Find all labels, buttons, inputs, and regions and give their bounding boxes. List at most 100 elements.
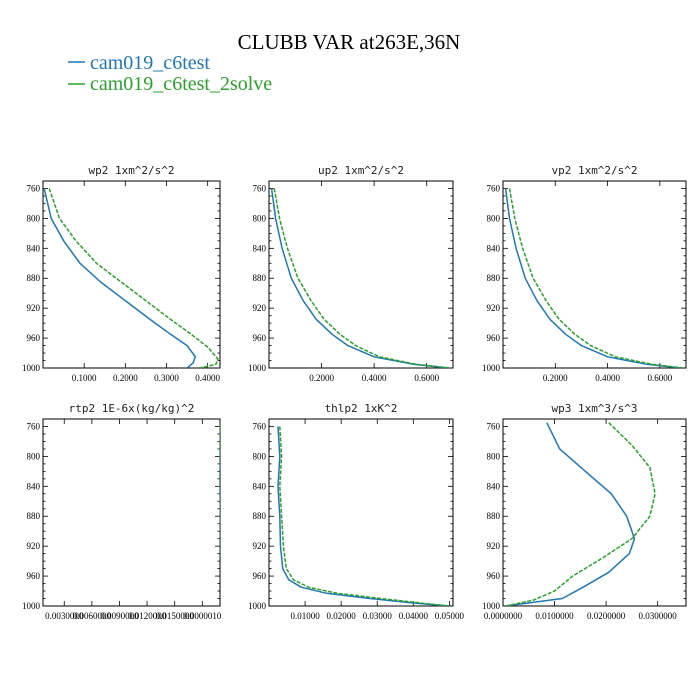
series-line-1 [270, 188, 448, 368]
y-tick-label: 960 [487, 571, 501, 581]
y-tick-label: 800 [27, 213, 41, 223]
x-tick-label: 0.4000 [595, 373, 620, 383]
panel-title: wp2 1xm^2/s^2 [88, 164, 174, 177]
x-tick-label: 0.6000 [647, 373, 672, 383]
y-tick-label: 920 [27, 303, 41, 313]
legend-label-2: cam019_c6test_2solve [90, 73, 272, 95]
y-tick-label: 840 [27, 481, 41, 491]
y-tick-label: 800 [253, 213, 267, 223]
x-tick-label: 0.4000 [362, 373, 387, 383]
y-tick-label: 1000 [248, 601, 267, 611]
panel-title: rtp2 1E-6x(kg/kg)^2 [69, 402, 195, 415]
y-tick-label: 840 [487, 481, 501, 491]
series-line-2 [505, 422, 656, 606]
panel-4: rtp2 1E-6x(kg/kg)^2 760 800 840 880 920 960 100… [22, 402, 222, 621]
x-tick-label: 0.01000 [290, 611, 320, 621]
y-tick-label: 840 [487, 243, 501, 253]
y-tick-label: 960 [253, 571, 267, 581]
panel-5: thlp2 1xK^2 760 800 840 880 920 960 1000 0.01000… [248, 402, 465, 621]
y-tick-label: 880 [487, 273, 501, 283]
series-line-2 [508, 188, 684, 368]
x-tick-label: 0.1000 [72, 373, 97, 383]
x-tick-label: 0.2000 [309, 373, 334, 383]
y-tick-label: 1000 [22, 601, 41, 611]
panel-6: wp3 1xm^3/s^3 760 800 840 880 920 960 10000.000… [482, 402, 687, 621]
panel-3: vp2 1xm^2/s^2 760 800 840 880 920 960 1000 0.200… [482, 164, 687, 383]
y-tick-label: 800 [487, 213, 501, 223]
x-tick-label: 0.0090000 [100, 611, 139, 621]
y-tick-label: 760 [253, 183, 267, 193]
panel-1: wp2 1xm^2/s^2 760 800 840 880 920 960 1000 0.100… [22, 164, 221, 383]
figure-title: CLUBB VAR at263E,36N [238, 30, 461, 54]
plot-frame [502, 418, 687, 607]
series-line-2 [48, 188, 219, 368]
y-tick-label: 760 [253, 421, 267, 431]
y-tick-label: 760 [27, 421, 41, 431]
plot-frame [42, 180, 221, 369]
series-line-2 [273, 188, 451, 368]
panel-title: up2 1xm^2/s^2 [318, 164, 404, 177]
plot-frame [268, 418, 454, 607]
y-tick-label: 760 [487, 421, 501, 431]
y-tick-label: 1000 [482, 601, 501, 611]
plot-frame [268, 180, 454, 369]
legend: cam019_c6test cam019_c6test_2solve [68, 52, 272, 95]
x-tick-label: 0.2000 [113, 373, 138, 383]
y-tick-label: 840 [253, 481, 267, 491]
y-tick-label: 920 [487, 303, 501, 313]
panel-title: wp3 1xm^3/s^3 [551, 402, 637, 415]
panels: wp2 1xm^2/s^2 760 800 840 880 920 960 1000 0.100… [22, 164, 687, 621]
y-tick-label: 800 [487, 451, 501, 461]
x-tick-label: 0.0030000 [45, 611, 84, 621]
y-tick-label: 760 [487, 183, 501, 193]
y-tick-label: 960 [487, 333, 501, 343]
y-tick-label: 800 [253, 451, 267, 461]
x-tick-label: 0.2000 [543, 373, 568, 383]
x-tick-label: 0.0120000 [128, 611, 167, 621]
panel-2: up2 1xm^2/s^2 760 800 840 880 920 960 1000 0.200… [248, 164, 454, 383]
x-tick-label: 0.03000 [363, 611, 393, 621]
y-tick-label: 880 [487, 511, 501, 521]
panel-title: thlp2 1xK^2 [325, 402, 398, 415]
plot-frame [502, 180, 687, 369]
y-tick-label: 920 [253, 303, 267, 313]
legend-label-1: cam019_c6test [90, 52, 210, 74]
x-tick-label: 0.6000 [414, 373, 439, 383]
y-tick-label: 840 [27, 243, 41, 253]
x-tick-label: 0.0100000 [535, 611, 574, 621]
x-tick-label: 0.0000000 [484, 611, 523, 621]
y-tick-label: 760 [27, 183, 41, 193]
y-tick-label: 1000 [248, 363, 267, 373]
x-tick-label: 0.0000010 [183, 611, 222, 621]
series-line-1 [277, 426, 450, 606]
plot-frame [42, 418, 221, 607]
y-tick-label: 960 [27, 571, 41, 581]
y-tick-label: 880 [27, 273, 41, 283]
series-line-2 [279, 426, 450, 606]
x-tick-label: 0.02000 [327, 611, 357, 621]
series-line-1 [43, 188, 197, 368]
x-tick-label: 0.0200000 [587, 611, 626, 621]
y-tick-label: 880 [27, 511, 41, 521]
x-tick-label: 0.0300000 [639, 611, 678, 621]
x-tick-label: 0.05000 [435, 611, 465, 621]
series-line-1 [504, 188, 681, 368]
x-tick-label: 0.4000 [195, 373, 220, 383]
x-tick-label: 0.04000 [399, 611, 429, 621]
y-tick-label: 840 [253, 243, 267, 253]
y-tick-label: 920 [27, 541, 41, 551]
x-tick-label: 0.3000 [154, 373, 179, 383]
series-line-1 [505, 422, 636, 606]
y-tick-label: 1000 [22, 363, 41, 373]
y-tick-label: 920 [253, 541, 267, 551]
y-tick-label: 1000 [482, 363, 501, 373]
y-tick-label: 880 [253, 273, 267, 283]
y-tick-label: 920 [487, 541, 501, 551]
y-tick-label: 960 [253, 333, 267, 343]
x-tick-label: 0.0060000 [73, 611, 112, 621]
x-tick-label: 0.0150000 [156, 611, 195, 621]
y-tick-label: 800 [27, 451, 41, 461]
panel-title: vp2 1xm^2/s^2 [551, 164, 637, 177]
y-tick-label: 880 [253, 511, 267, 521]
y-tick-label: 960 [27, 333, 41, 343]
